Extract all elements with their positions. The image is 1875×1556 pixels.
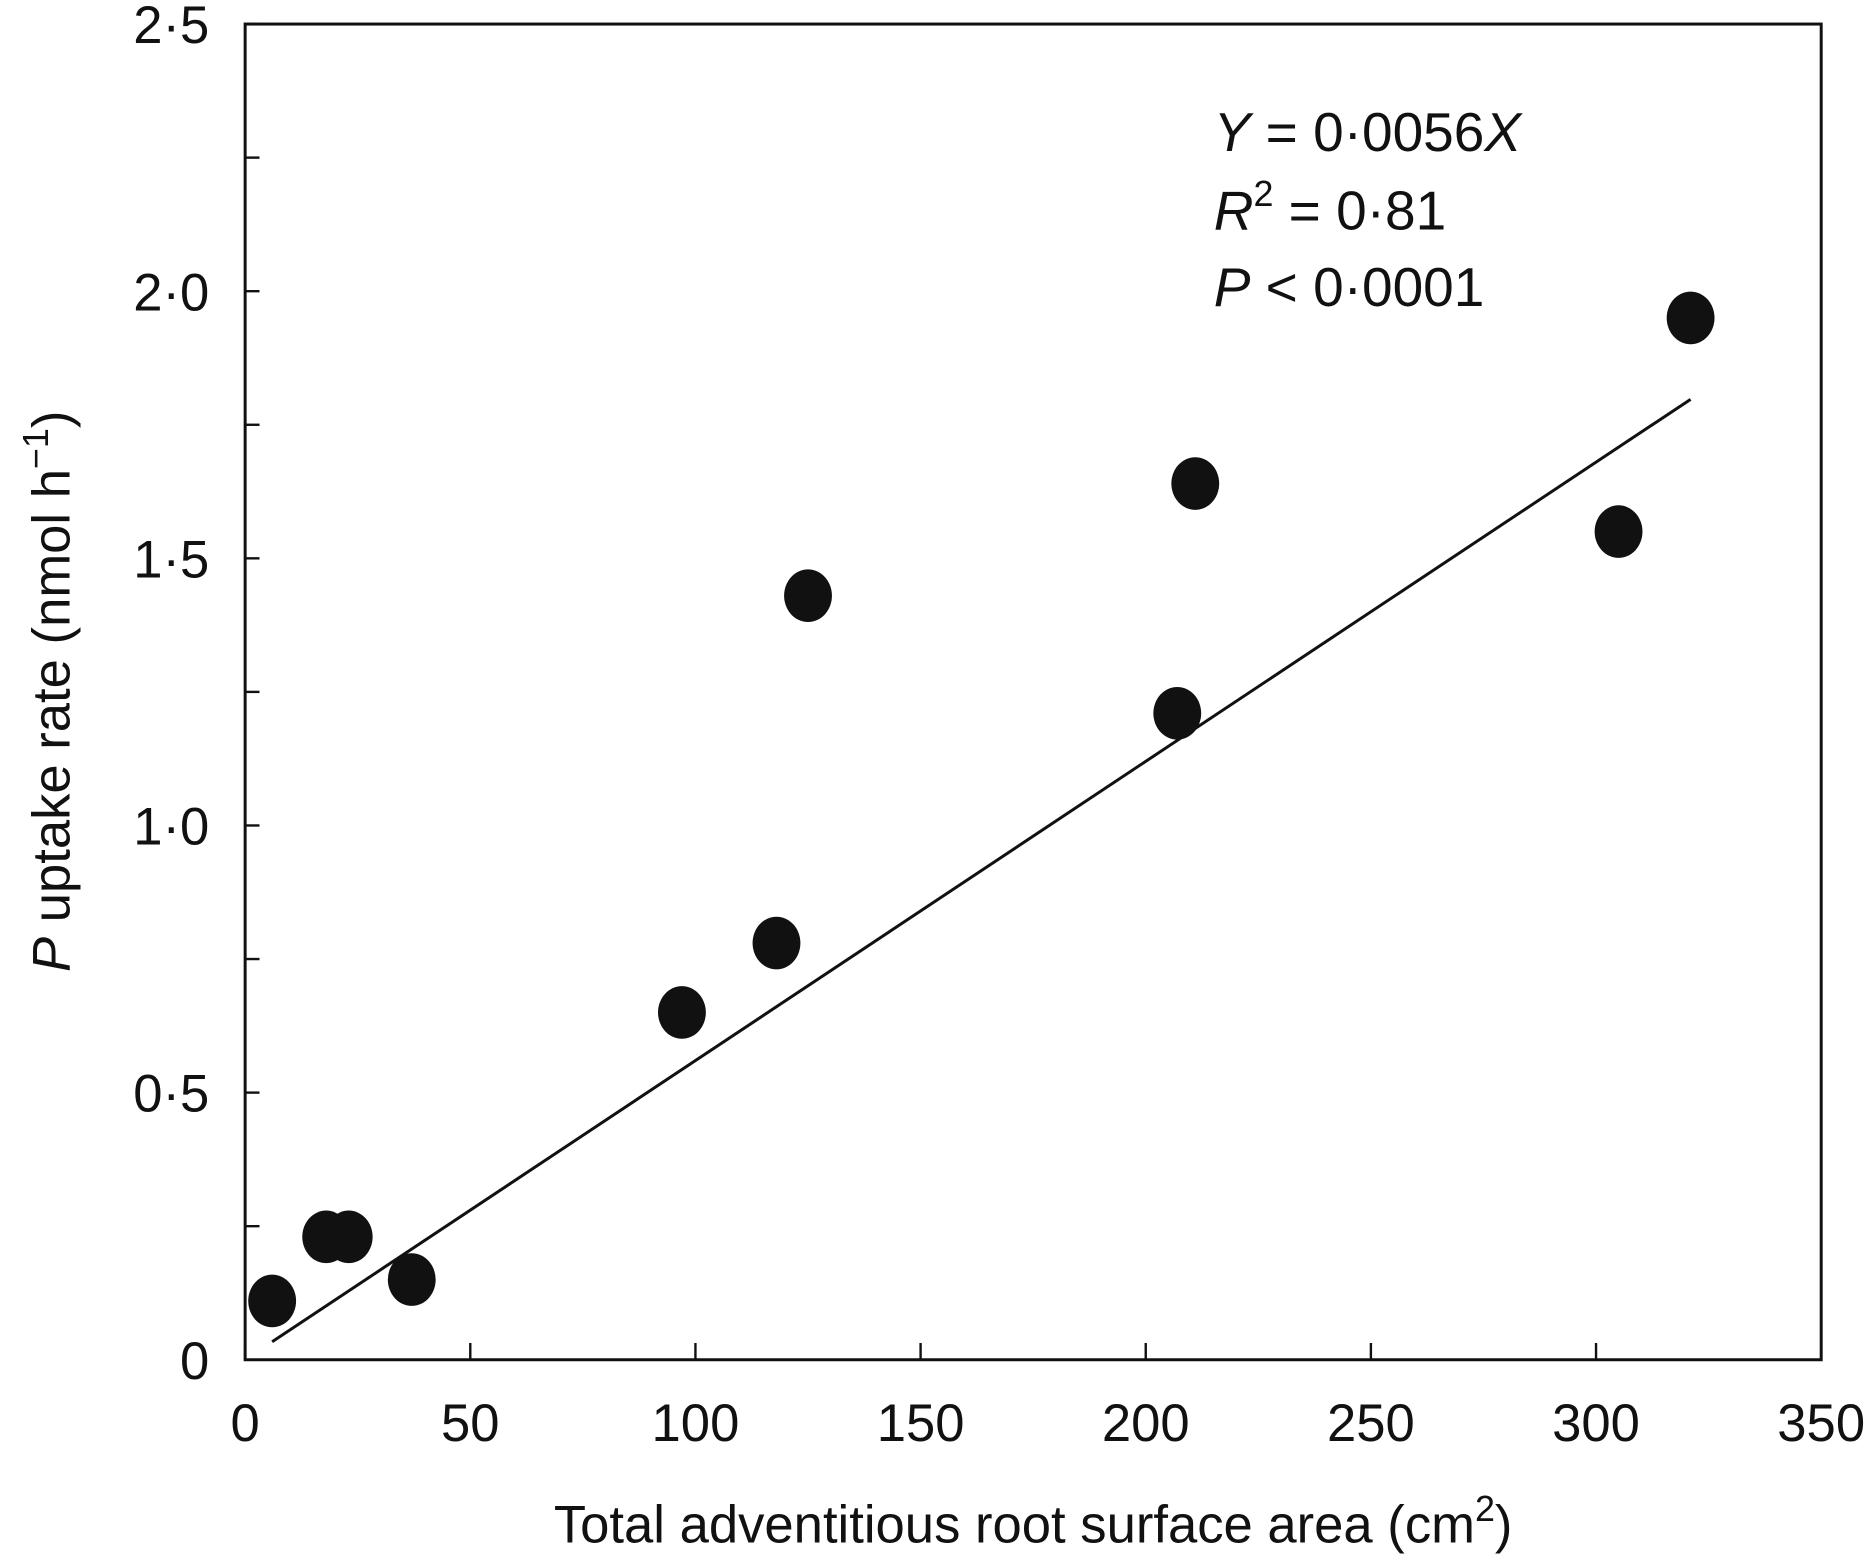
equation-label: Y = 0·0056X xyxy=(1214,101,1524,163)
y-axis-label: P uptake rate (nmol h−1) xyxy=(16,411,82,972)
data-point xyxy=(752,916,801,970)
data-point xyxy=(1666,291,1715,345)
axes: 0 50 100 150 200 250 300 350 0 0·5 1·0 1·5 2·0 2·5 xyxy=(133,0,1865,1453)
x-tick-label: 350 xyxy=(1777,1394,1865,1453)
x-axis-label: Total adventitious root surface area (cm… xyxy=(554,1489,1513,1555)
data-point xyxy=(1594,505,1643,558)
x-tick-label: 0 xyxy=(231,1394,260,1453)
data-point xyxy=(784,569,832,623)
x-tick-label: 250 xyxy=(1327,1394,1415,1453)
x-tick-label: 300 xyxy=(1552,1394,1640,1453)
data-point xyxy=(324,1210,373,1264)
data-point xyxy=(387,1253,436,1306)
r-squared-label: R2 = 0·81 xyxy=(1214,174,1446,242)
regression-line xyxy=(271,398,1692,1344)
x-tick-label: 200 xyxy=(1102,1394,1190,1453)
y-tick-label: 1·0 xyxy=(133,798,209,857)
y-tick-label: 2·0 xyxy=(133,263,209,322)
data-point xyxy=(248,1274,297,1328)
y-tick-label: 2·5 xyxy=(133,0,209,55)
data-point xyxy=(658,986,706,1039)
x-tick-label: 100 xyxy=(652,1394,740,1453)
fit-annotation: Y = 0·0056X R2 = 0·81 P < 0·0001 xyxy=(1214,101,1524,318)
data-points xyxy=(248,291,1715,1344)
data-point xyxy=(1171,457,1220,510)
p-value-label: P < 0·0001 xyxy=(1214,256,1485,318)
y-tick-label: 1·5 xyxy=(133,530,209,589)
x-tick-label: 150 xyxy=(877,1394,965,1453)
x-tick-label: 50 xyxy=(441,1394,500,1453)
y-tick-label: 0·5 xyxy=(133,1065,209,1124)
y-tick-label: 0 xyxy=(180,1332,209,1391)
plot-frame xyxy=(243,22,1823,1362)
data-point xyxy=(1153,686,1202,740)
